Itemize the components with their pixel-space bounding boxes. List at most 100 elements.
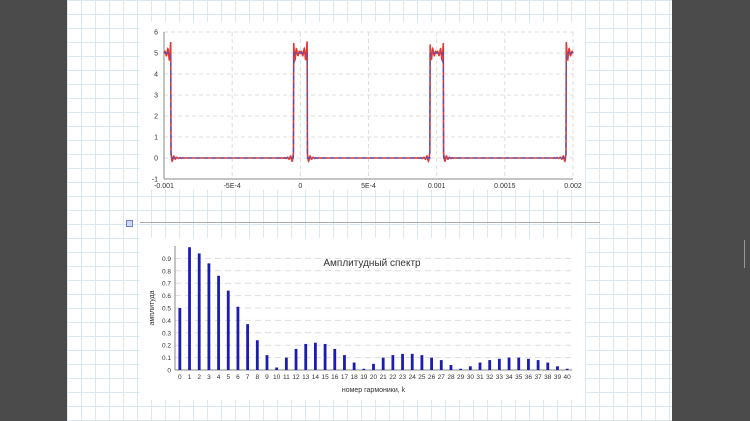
y-tick-label: 0.7 (162, 281, 171, 288)
x-tick-label: 12 (292, 374, 300, 381)
y-tick-label: 0.3 (162, 330, 171, 337)
right-dark-panel (672, 0, 750, 421)
bar-k39 (556, 366, 559, 370)
bar-k1 (188, 247, 191, 370)
x-tick-label: 27 (438, 374, 446, 381)
region-separator (140, 222, 600, 223)
x-tick-label: 35 (515, 374, 523, 381)
bar-k29 (459, 368, 463, 370)
bar-k34 (507, 357, 511, 370)
x-tick-label: 14 (312, 374, 320, 381)
x-tick-label: 7 (246, 374, 250, 381)
bar-k28 (449, 365, 453, 370)
bar-k36 (527, 358, 530, 370)
x-tick-label: 1 (188, 374, 192, 381)
left-dark-panel (0, 0, 67, 421)
x-tick-label: 25 (418, 374, 426, 381)
x-tick-label: 15 (321, 374, 329, 381)
bar-k30 (468, 366, 472, 370)
y-tick-label: -1 (152, 177, 158, 184)
x-tick-label: 10 (273, 374, 281, 381)
bar-k13 (304, 343, 308, 370)
bar-k37 (536, 360, 540, 370)
x-tick-label: 26 (428, 374, 436, 381)
bar-k32 (488, 360, 492, 370)
y-tick-label: 2 (154, 114, 158, 121)
y-tick-label: 3 (154, 93, 158, 100)
x-tick-label: 29 (457, 374, 465, 381)
x-tick-label: 3 (207, 374, 211, 381)
x-tick-label: -0.001 (154, 183, 174, 190)
x-tick-label: 16 (331, 374, 339, 381)
bar-k33 (497, 358, 501, 370)
bar-k6 (236, 306, 240, 370)
y-tick-label: 0 (167, 368, 171, 375)
bar-k11 (284, 357, 288, 370)
y-tick-label: 0.8 (162, 268, 171, 275)
x-tick-label: 0.002 (564, 183, 582, 190)
bar-k4 (217, 275, 220, 370)
x-tick-label: 18 (351, 374, 359, 381)
bar-k5 (226, 290, 230, 370)
x-tick-label: 0.0015 (494, 183, 516, 190)
y-axis-label: амплитуда (149, 290, 156, 325)
bar-k2 (197, 253, 201, 370)
x-tick-label: 23 (399, 374, 407, 381)
x-tick-label: 6 (236, 374, 240, 381)
bar-k27 (439, 360, 443, 370)
x-tick-label: 20 (370, 374, 378, 381)
x-tick-label: 8 (255, 374, 259, 381)
x-tick-label: 33 (496, 374, 504, 381)
series-line-dashed (164, 52, 573, 159)
x-tick-label: 19 (360, 374, 368, 381)
y-tick-label: 0 (154, 156, 158, 163)
x-tick-label: 17 (341, 374, 349, 381)
bar-k3 (207, 263, 211, 370)
y-tick-label: 0.9 (162, 256, 171, 263)
amplitude-spectrum-chart[interactable]: 0 0.1 0.2 0.3 0.4 0.5 0.6 0.7 0.8 0.9 0 1 2 3 4 5 6 7 8 9 10… (140, 238, 585, 400)
time-domain-plot-area: -1 0 1 2 3 4 5 6 -0.001 -5E-4 0 5E-4 0.001 0.0015 0.00… (152, 30, 582, 191)
bar-k20 (372, 363, 375, 370)
x-tick-label: 11 (283, 374, 290, 381)
bar-k10 (275, 367, 279, 370)
bar-k21 (381, 357, 385, 370)
x-tick-label: 13 (302, 374, 310, 381)
bar-k38 (546, 362, 550, 370)
bar-k24 (410, 353, 414, 370)
x-tick-label: 0.001 (428, 183, 446, 190)
x-tick-label: 0 (298, 183, 302, 190)
x-tick-label: 38 (544, 374, 552, 381)
bar-k19 (362, 368, 366, 370)
bar-k18 (352, 362, 356, 370)
bar-k22 (391, 355, 395, 370)
chart-title: Амплитудный спектр (323, 258, 421, 269)
bar-k14 (314, 342, 317, 370)
bar-k8 (255, 340, 259, 370)
x-tick-label: 4 (217, 374, 221, 381)
bar-k12 (294, 348, 298, 370)
y-tick-label: 0.5 (162, 306, 171, 313)
y-tick-label: 4 (154, 72, 158, 79)
y-tick-label: 5 (154, 51, 158, 58)
x-tick-label: 31 (476, 374, 484, 381)
x-tick-label: 40 (564, 374, 572, 381)
bar-k16 (333, 348, 337, 370)
x-tick-label: 5 (226, 374, 230, 381)
x-tick-label: 24 (409, 374, 417, 381)
x-tick-label: 22 (389, 374, 397, 381)
x-tick-label: 0 (178, 374, 182, 381)
time-domain-chart[interactable]: -1 0 1 2 3 4 5 6 -0.001 -5E-4 0 5E-4 0.001 0.0015 0.00… (140, 22, 585, 190)
y-tick-label: 1 (154, 135, 158, 142)
bar-k9 (265, 355, 269, 370)
x-tick-label: 37 (534, 374, 542, 381)
bar-k0 (178, 308, 182, 370)
x-tick-label: 2 (197, 374, 201, 381)
amplitude-spectrum-plot-area: 00.10.20.30.40.50.60.70.80.90 1 2 3 4 5 6 7 8 9 10… (149, 246, 572, 394)
x-tick-label: 36 (525, 374, 533, 381)
bar-k35 (517, 357, 521, 370)
region-handle-icon[interactable] (126, 220, 133, 227)
bar-k17 (343, 355, 346, 370)
x-tick-label: -5E-4 (224, 183, 241, 190)
x-tick-label: 28 (447, 374, 455, 381)
scrollbar-edge[interactable] (744, 240, 749, 268)
